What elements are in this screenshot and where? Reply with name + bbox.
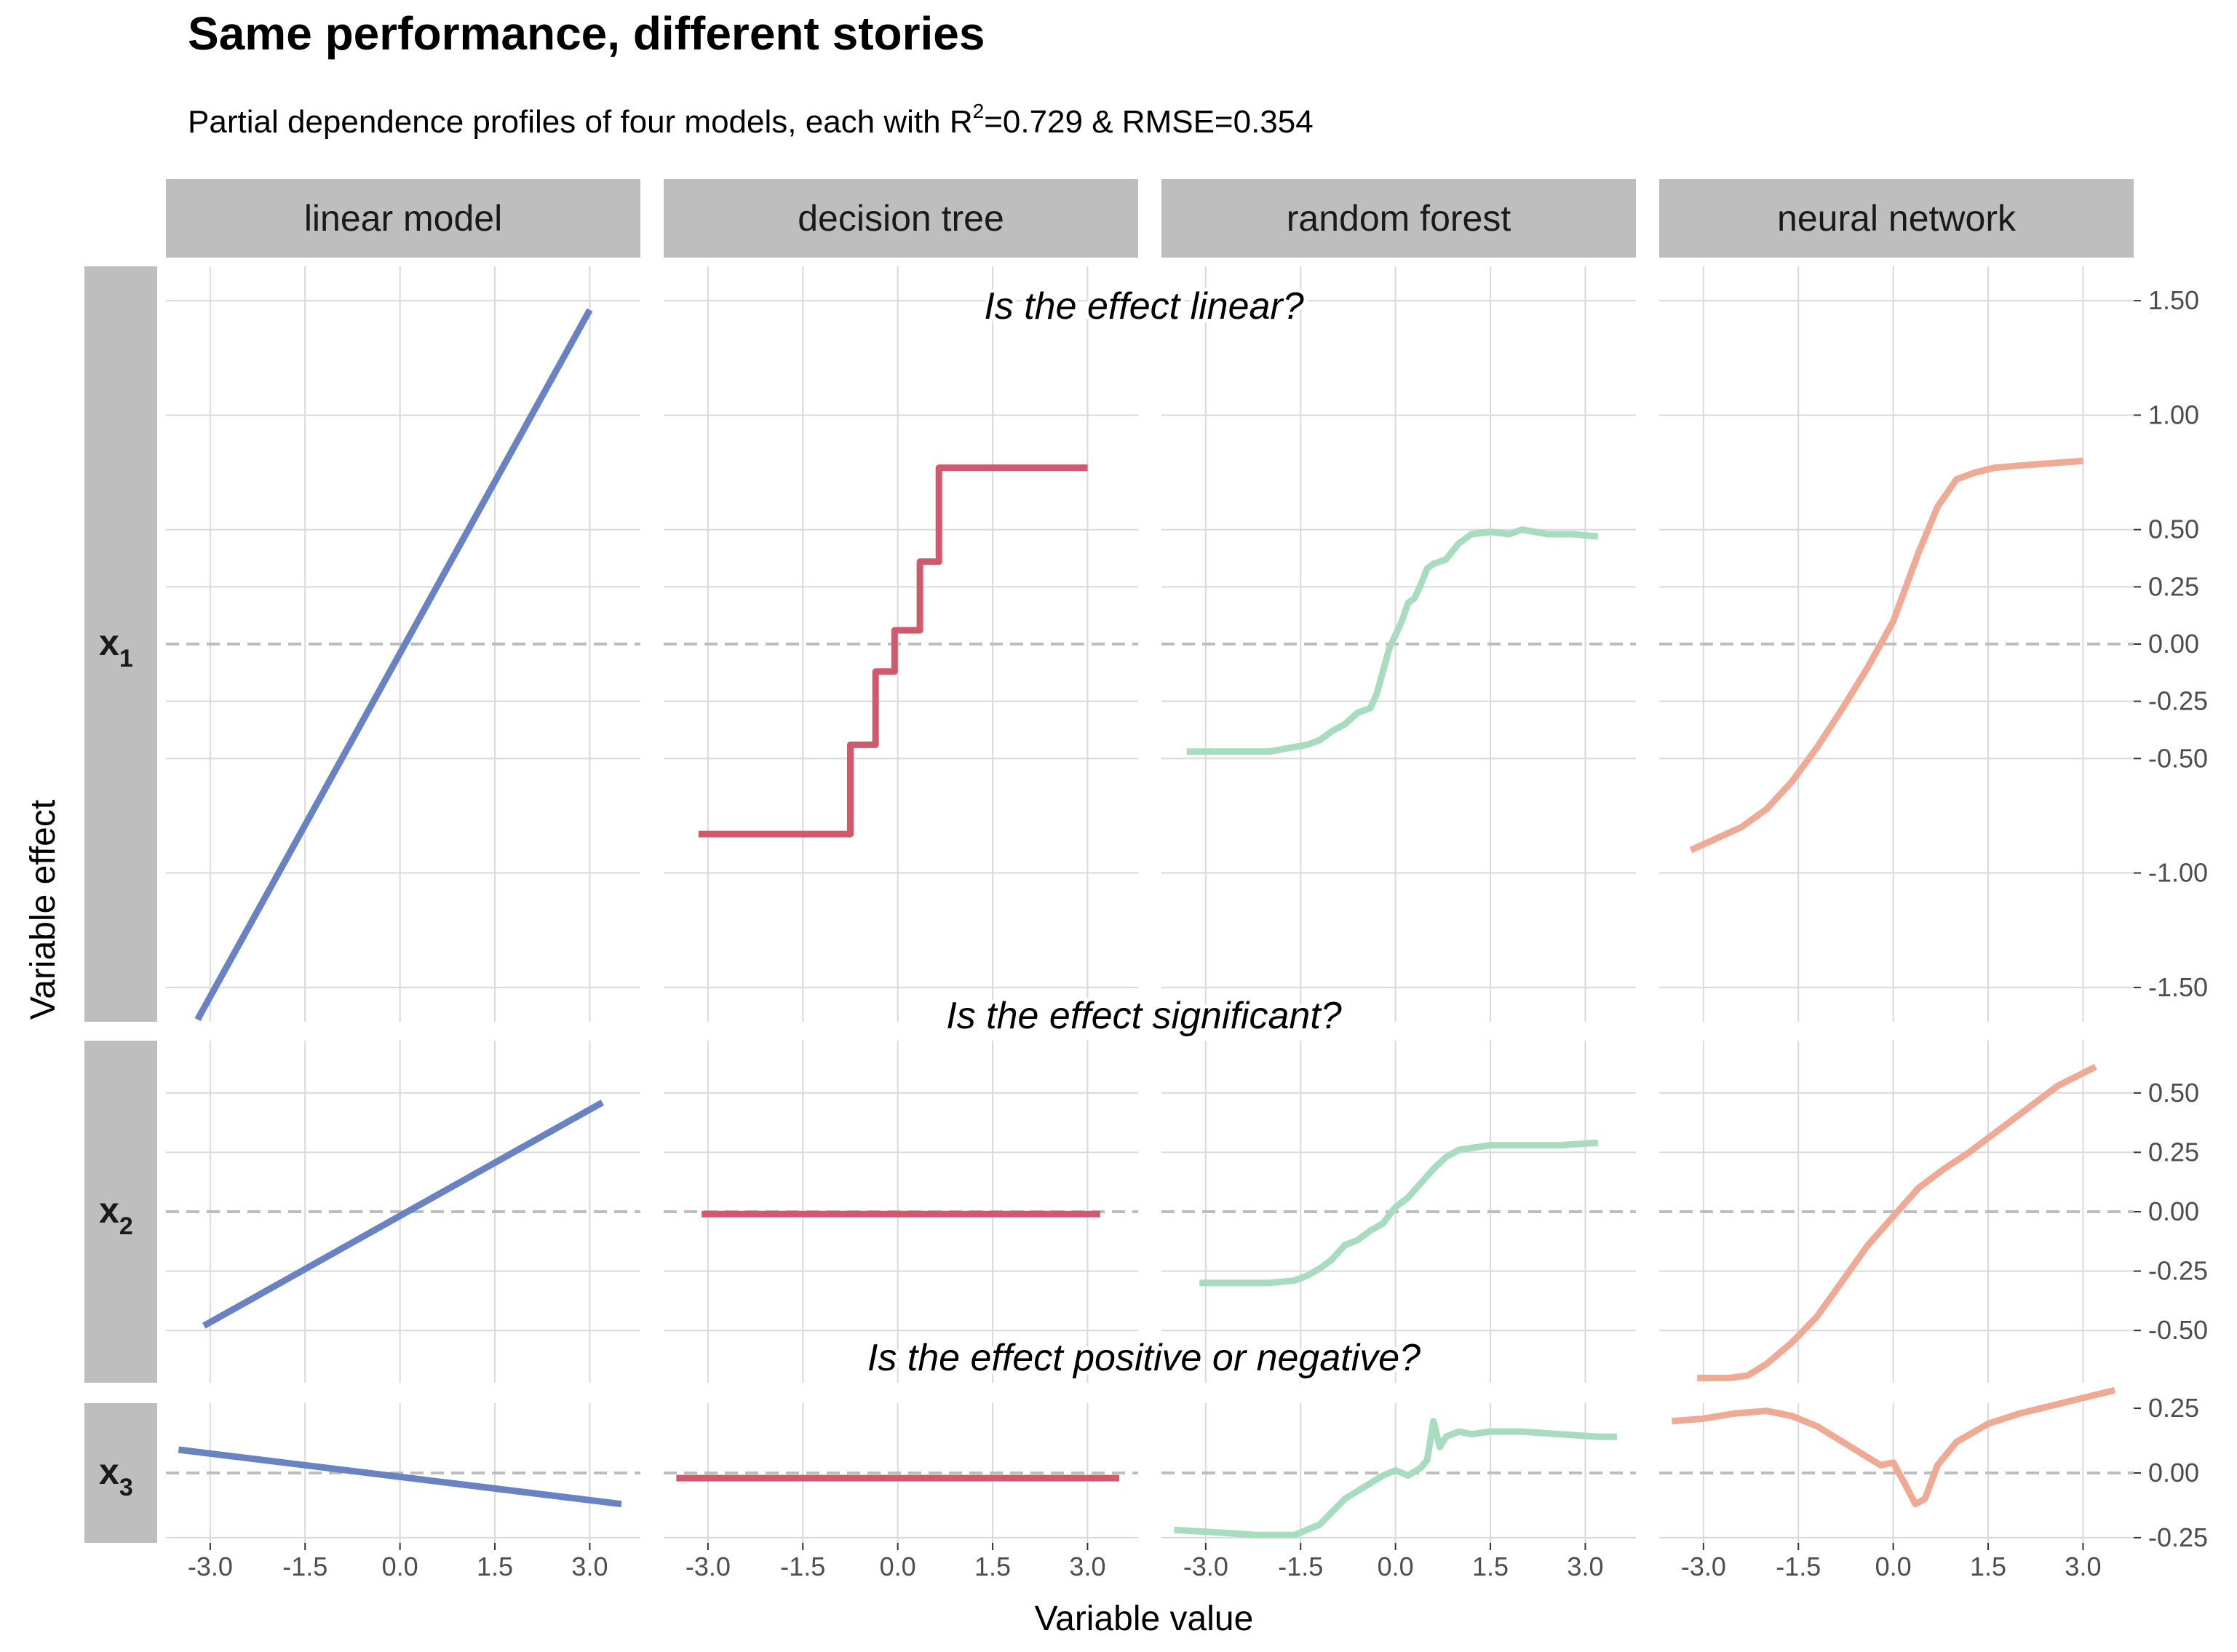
x-tick-label: -3.0 (1183, 1552, 1228, 1581)
chart-title: Same performance, different stories (188, 7, 985, 60)
series-line-decision-tree-row1 (698, 464, 1088, 838)
series-line-random-forest-row3 (1174, 1418, 1617, 1538)
x-axis: -3.0 -1.5 0.0 1.5 3.0 -3.0 -1.5 0.0 1.5 3.0 -3.0 -1… (188, 1543, 2101, 1581)
row-label-variable: x (99, 1190, 119, 1231)
row-label-3: x3 (99, 1451, 133, 1501)
y-tick-label: 0.50 (2148, 515, 2199, 544)
question-1: Is the effect linear? (984, 285, 1303, 327)
panel-row3-decision-tree (664, 1403, 1138, 1543)
x-tick-label: 1.5 (477, 1552, 513, 1581)
x-tick-label: -3.0 (1681, 1552, 1726, 1581)
strip-label-random-forest: random forest (1287, 198, 1511, 239)
strip-label-linear-model: linear model (304, 198, 502, 239)
chart-subtitle: Partial dependence profiles of four mode… (188, 100, 1314, 140)
strip-label-decision-tree: decision tree (798, 198, 1004, 239)
x-tick-label: -1.5 (282, 1552, 327, 1581)
panels (166, 266, 2134, 1543)
panel-row3-neural-network (1659, 1386, 2134, 1543)
x-tick-label: 3.0 (1069, 1552, 1105, 1581)
x-tick-label: -3.0 (188, 1552, 233, 1581)
y-tick-label: -0.25 (2148, 1256, 2208, 1286)
series-line-neural-network-row2 (1697, 1063, 2097, 1381)
x-tick-label: 1.5 (974, 1552, 1011, 1581)
series-line-linear-model-row2 (202, 1099, 604, 1329)
panel-row3-random-forest (1161, 1403, 1636, 1543)
row-label-subscript: 1 (119, 645, 133, 672)
y-tick-label: 0.00 (2148, 1196, 2199, 1226)
row-label-variable: x (99, 622, 119, 663)
series-line-linear-model-row3 (178, 1446, 622, 1508)
y-tick-label: -0.25 (2148, 1522, 2208, 1552)
question-3: Is the effect positive or negative? (867, 1337, 1421, 1379)
strip-linear-model (166, 179, 640, 258)
x-tick-label: -1.5 (780, 1552, 825, 1581)
x-tick-label: 3.0 (571, 1552, 608, 1581)
series-line-neural-network-row3 (1672, 1386, 2115, 1508)
x-tick-label: -1.5 (1776, 1552, 1821, 1581)
x-tick-label: 0.0 (1875, 1552, 1912, 1581)
x-tick-label: 1.5 (1472, 1552, 1509, 1581)
series-line-random-forest-row2 (1199, 1139, 1599, 1287)
strip-decision-tree (664, 179, 1138, 258)
y-axis-title: Variable effect (24, 800, 63, 1020)
panel-row2-random-forest (1161, 1041, 1636, 1383)
strip-row-2 (84, 1041, 157, 1383)
panel-row1-neural-network (1659, 266, 2134, 1022)
y-tick-label: -1.00 (2148, 858, 2208, 888)
y-tick-label: 1.00 (2148, 400, 2199, 429)
x-tick-label: -3.0 (686, 1552, 731, 1581)
questions: Is the effect linear? Is the effect signi… (864, 282, 1424, 1383)
y-tick-label: -0.25 (2148, 686, 2208, 716)
x-tick-label: 0.0 (382, 1552, 418, 1581)
panel-row1-decision-tree (664, 266, 1138, 1022)
series-line-linear-model-row1 (194, 308, 593, 1022)
x-tick-label: 3.0 (1567, 1552, 1603, 1581)
y-tick-label: 1.50 (2148, 285, 2199, 315)
row-label-subscript: 3 (119, 1474, 133, 1501)
panel-row2-linear-model (166, 1041, 640, 1383)
chart-subtitle-main: Partial dependence profiles of four mode… (188, 104, 973, 140)
strip-neural-network (1659, 179, 2134, 258)
row-label-variable: x (99, 1451, 119, 1492)
y-tick-label: 0.25 (2148, 1137, 2199, 1167)
strip-row-1 (84, 266, 157, 1022)
strip-random-forest (1161, 179, 1636, 258)
row-label-subscript: 2 (119, 1212, 133, 1240)
panel-row1-random-forest (1161, 266, 1636, 1022)
y-tick-label: -1.50 (2148, 972, 2208, 1002)
panel-row2-neural-network (1659, 1041, 2134, 1383)
chart-subtitle-rest: =0.729 & RMSE=0.354 (984, 104, 1314, 140)
y-axis: 1.50 1.00 0.50 0.25 0.00 -0.25 -0.50 -1.00 -1.50… (2134, 285, 2208, 1552)
y-tick-label: 0.00 (2148, 629, 2199, 659)
y-tick-label: 0.50 (2148, 1078, 2199, 1108)
x-axis-title: Variable value (1035, 1600, 1254, 1638)
series-line-neural-network-row1 (1689, 457, 2083, 854)
y-tick-label: 0.00 (2148, 1458, 2199, 1488)
x-tick-label: 1.5 (1970, 1552, 2006, 1581)
x-tick-label: -1.5 (1278, 1552, 1323, 1581)
x-tick-label: 3.0 (2065, 1552, 2101, 1581)
panel-row2-decision-tree (664, 1041, 1138, 1383)
series-line-random-forest-row1 (1186, 526, 1599, 755)
row-label-1: x1 (99, 622, 133, 672)
y-tick-label: 0.25 (2148, 1393, 2199, 1423)
chart-subtitle-superscript: 2 (973, 100, 985, 122)
x-tick-label: 0.0 (1378, 1552, 1414, 1581)
y-tick-label: 0.25 (2148, 571, 2199, 601)
y-tick-label: -0.50 (2148, 743, 2208, 773)
y-tick-label: -0.50 (2148, 1315, 2208, 1345)
strip-label-neural-network: neural network (1777, 198, 2017, 239)
column-strips: linear model decision tree random forest ne… (166, 179, 2134, 258)
panel-row3-linear-model (166, 1403, 640, 1543)
x-tick-label: 0.0 (880, 1552, 916, 1581)
panel-row1-linear-model (166, 266, 640, 1022)
strip-row-3 (84, 1403, 157, 1543)
row-label-2: x2 (99, 1190, 133, 1240)
question-2: Is the effect significant? (946, 995, 1341, 1037)
